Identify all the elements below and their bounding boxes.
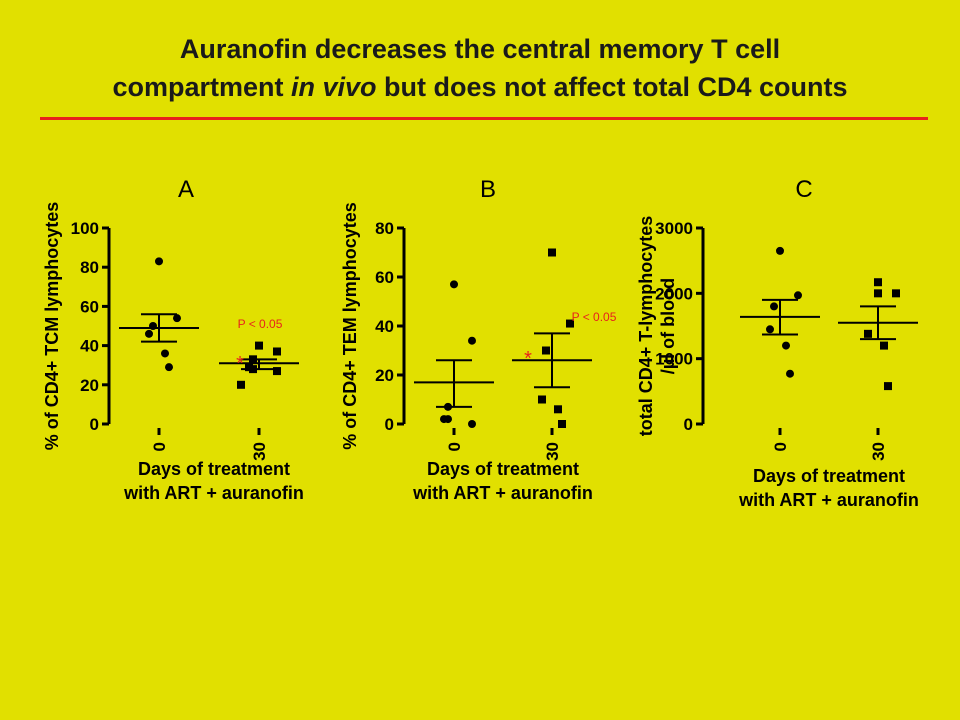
x-tick-label: 0 [445, 442, 464, 451]
y-tick-label: 40 [375, 317, 394, 336]
x-axis-title-line-1: Days of treatment [427, 459, 579, 479]
p-value-annotation: P < 0.05 [572, 310, 617, 324]
data-point [786, 369, 794, 378]
y-axis-title-line-1: total CD4+ T-lymphocytes [636, 216, 656, 437]
x-axis-title-line-2: with ART + auranofin [412, 483, 593, 503]
data-point [766, 325, 774, 334]
title-line-1: Auranofin decreases the central memory T… [179, 34, 781, 64]
data-point [892, 289, 900, 298]
x-axis-title-line-1: Days of treatment [753, 466, 905, 486]
data-point [444, 415, 452, 424]
title-line-2-italic: in vivo [291, 72, 377, 102]
data-point [273, 347, 281, 356]
y-tick-label: 60 [375, 268, 394, 287]
y-tick-label: 0 [385, 415, 394, 434]
data-point [884, 382, 892, 391]
data-point [249, 365, 257, 374]
data-point [566, 319, 574, 328]
data-point [173, 314, 181, 323]
x-tick-label: 30 [869, 442, 888, 461]
significance-star: * [236, 353, 244, 375]
panel-c: C 0 1000 2000 3000 0 30 Days of treatment with A… [636, 176, 919, 510]
data-point [273, 367, 281, 376]
y-tick-label: 80 [375, 219, 394, 238]
x-tick-label: 30 [250, 442, 269, 461]
y-tick-label: 0 [90, 415, 99, 434]
data-point [468, 336, 476, 345]
series-day-0 [740, 246, 820, 378]
y-tick-label: 3000 [655, 219, 693, 238]
title-line-2-end: but does not affect total CD4 counts [376, 72, 848, 102]
y-tick-label: 100 [71, 219, 99, 238]
panel-label: C [795, 176, 812, 203]
data-point [874, 278, 882, 287]
y-tick-label: 60 [80, 297, 99, 316]
data-point [864, 329, 872, 338]
data-point [548, 248, 556, 257]
data-point [468, 420, 476, 428]
data-point [782, 341, 790, 350]
y-axis-title: % of CD4+ TEM lymphocytes [340, 202, 360, 450]
data-point [558, 420, 566, 428]
y-axis-title: % of CD4+ TCM lymphocytes [42, 202, 62, 451]
data-point [770, 302, 778, 311]
y-tick-label: 2000 [655, 284, 693, 303]
slide-title: Auranofin decreases the central memory T… [0, 30, 960, 106]
data-point [450, 280, 458, 289]
p-value-annotation: P < 0.05 [238, 317, 283, 331]
y-tick-label: 80 [80, 258, 99, 277]
data-point [444, 402, 452, 411]
series-day-30 [838, 278, 918, 391]
title-line-2-start: compartment [112, 72, 291, 102]
data-point [149, 322, 157, 330]
panel-label: B [480, 176, 496, 203]
title-line-2: compartment in vivo but does not affect … [0, 68, 960, 106]
significance-star: * [524, 348, 532, 370]
data-point [255, 341, 263, 350]
x-tick-label: 0 [771, 442, 790, 451]
y-tick-label: 0 [684, 415, 693, 434]
title-underline [40, 117, 928, 120]
panel-label: A [178, 176, 194, 203]
data-point [554, 405, 562, 414]
data-point [249, 355, 257, 364]
data-point [237, 380, 245, 389]
y-tick-label: 20 [80, 376, 99, 395]
x-axis-title-line-1: Days of treatment [138, 459, 290, 479]
y-tick-label: 20 [375, 366, 394, 385]
series-day-30 [512, 248, 592, 428]
y-tick-label: 40 [80, 337, 99, 356]
data-point [165, 363, 173, 372]
data-point [542, 346, 550, 355]
series-day-30 [219, 341, 299, 389]
y-tick-label: 1000 [655, 350, 693, 369]
data-point [538, 395, 546, 404]
x-tick-label: 0 [150, 442, 169, 451]
data-point [776, 246, 784, 255]
x-axis-title-line-2: with ART + auranofin [738, 490, 919, 510]
x-axis-title-line-2: with ART + auranofin [123, 483, 304, 503]
data-point [155, 257, 163, 266]
series-day-0 [414, 280, 494, 428]
data-point [145, 329, 153, 338]
data-point [794, 291, 802, 300]
y-axis-title-line-2: /µl of blood [658, 278, 678, 374]
data-point [874, 289, 882, 298]
data-point [880, 341, 888, 350]
data-point [161, 349, 169, 358]
x-tick-label: 30 [543, 442, 562, 461]
series-day-0 [119, 257, 199, 372]
